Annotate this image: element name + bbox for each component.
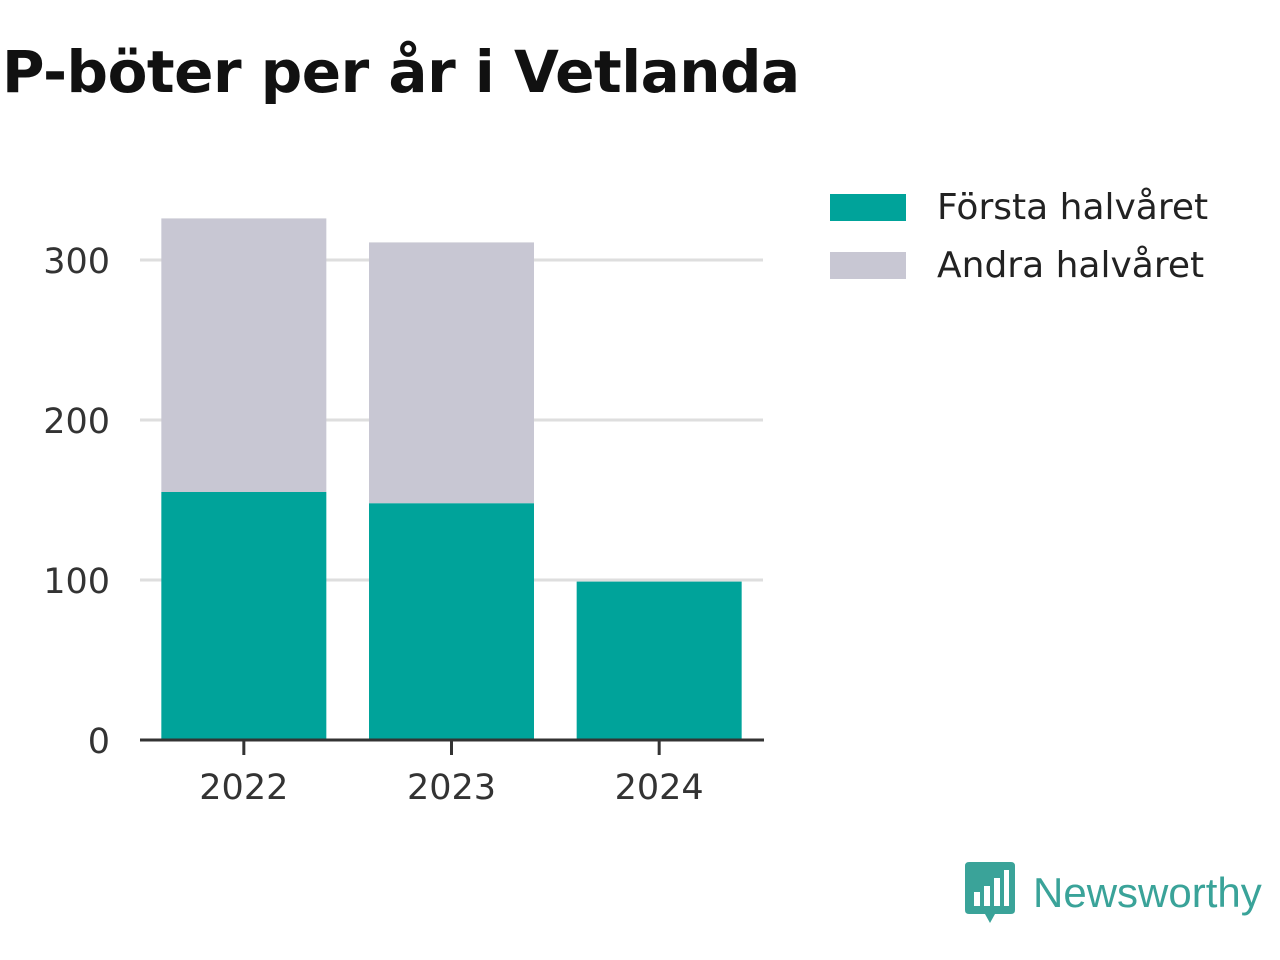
y-tick-label-300: 300 <box>43 242 110 282</box>
newsworthy-logo-icon <box>965 862 1015 923</box>
bar-2022-series-0 <box>161 492 327 740</box>
legend-swatch-andra <box>830 251 906 279</box>
bar-2022-series-1 <box>161 218 327 492</box>
y-tick-label-200: 200 <box>43 402 110 442</box>
legend-swatch-forsta <box>830 193 906 221</box>
axes: 0 100 200 300 2022 2023 2024 <box>43 242 764 808</box>
x-tick-label-2023: 2023 <box>407 768 496 808</box>
bars <box>161 218 742 740</box>
y-tick-label-100: 100 <box>43 562 110 602</box>
legend-item-andra: Andra halvåret <box>830 236 1208 294</box>
y-tick-label-0: 0 <box>88 722 110 762</box>
bar-2024-series-0 <box>576 581 742 740</box>
x-tick-label-2022: 2022 <box>199 768 288 808</box>
legend-label-andra: Andra halvåret <box>937 244 1205 286</box>
legend-label-forsta: Första halvåret <box>937 186 1209 228</box>
bar-2023-series-1 <box>369 242 534 504</box>
newsworthy-brand[interactable]: Newsworthy <box>965 862 1262 924</box>
chart-title: P-böter per år i Vetlanda <box>2 38 800 106</box>
legend-item-forsta: Första halvåret <box>830 178 1208 236</box>
x-tick-label-2024: 2024 <box>615 768 704 808</box>
bar-2023-series-0 <box>369 503 534 740</box>
newsworthy-label: Newsworthy <box>1033 869 1262 916</box>
legend: Första halvåret Andra halvåret <box>830 178 1208 294</box>
